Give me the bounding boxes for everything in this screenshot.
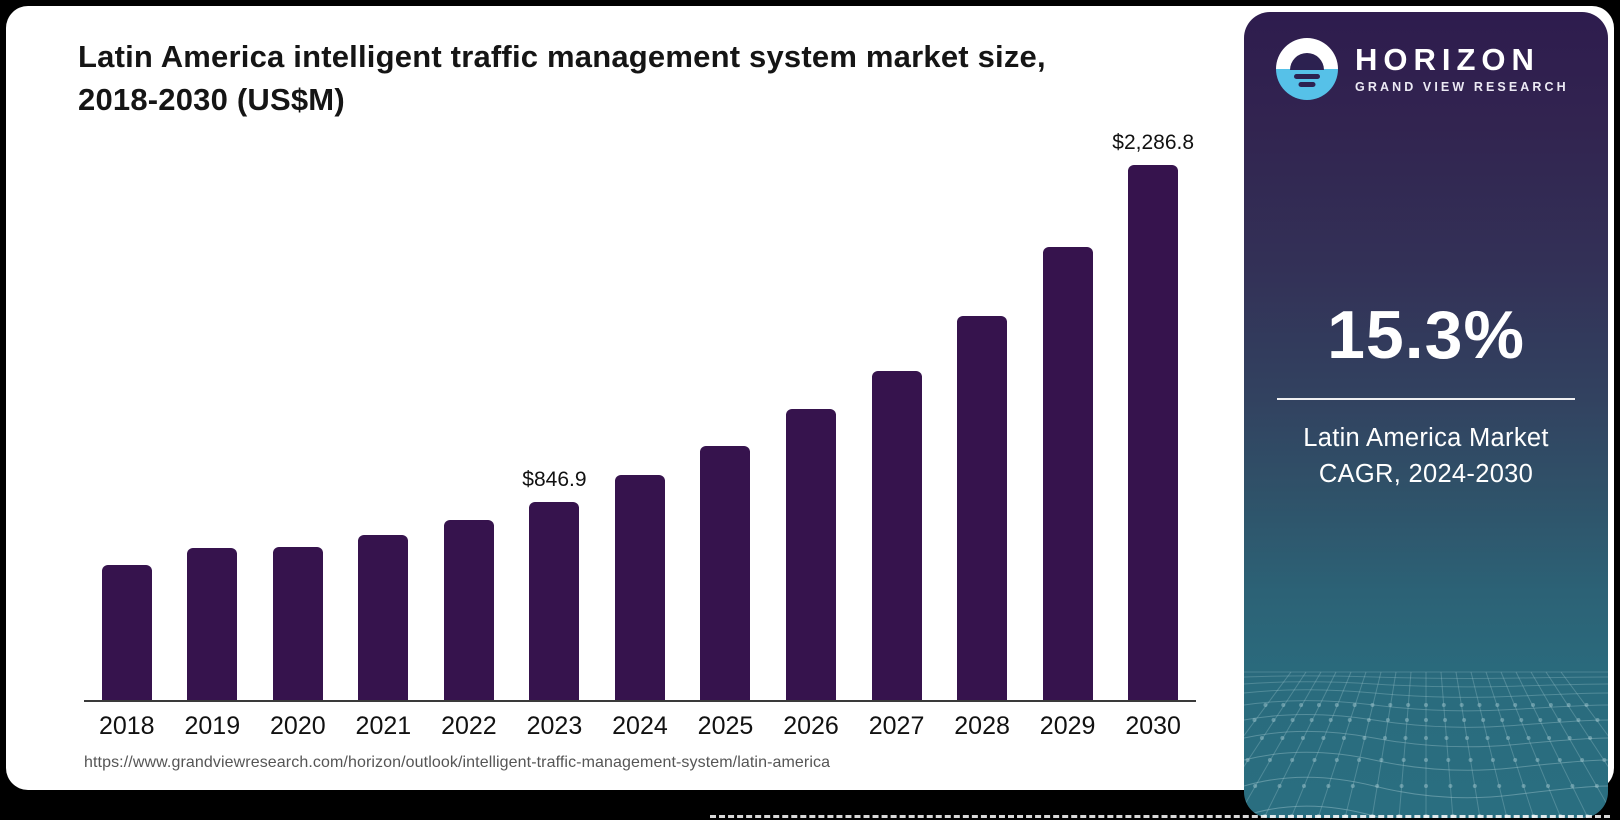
bar-2024 bbox=[614, 475, 665, 700]
bar-column bbox=[255, 165, 341, 700]
horizon-logo: HORIZON GRAND VIEW RESEARCH bbox=[1276, 38, 1608, 100]
bar-2020 bbox=[272, 547, 323, 700]
bar-2023 bbox=[529, 502, 580, 700]
logo-text: HORIZON GRAND VIEW RESEARCH bbox=[1355, 44, 1569, 94]
bar-chart: $846.9 $2,286.8 2018 2019 2020 2021 2022 2023 2… bbox=[84, 131, 1196, 740]
bar-column bbox=[597, 165, 683, 700]
x-axis-label: 2021 bbox=[355, 712, 412, 740]
x-axis-label: 2024 bbox=[612, 712, 668, 740]
bar-2030 bbox=[1128, 165, 1179, 700]
x-axis-labels: 2018 2019 2020 2021 2022 2023 2024 2025 2026 2027… bbox=[84, 712, 1196, 741]
x-axis-label: 2023 bbox=[526, 712, 583, 740]
bar-2028 bbox=[957, 316, 1008, 700]
bar-2022 bbox=[443, 520, 494, 700]
x-axis-label: 2020 bbox=[270, 712, 326, 740]
report-card: Latin America intelligent traffic manage… bbox=[6, 6, 1614, 818]
bar-column bbox=[768, 165, 854, 700]
source-url: https://www.grandviewresearch.com/horizo… bbox=[84, 754, 831, 771]
x-axis-line bbox=[84, 700, 1196, 702]
chart-title: Latin America intelligent traffic manage… bbox=[78, 39, 1046, 117]
cagr-divider bbox=[1277, 398, 1575, 400]
bar-column bbox=[683, 165, 769, 700]
cagr-label: Latin America Market CAGR, 2024-2030 bbox=[1244, 420, 1608, 492]
bar-column bbox=[84, 165, 170, 700]
bar-value-label: $846.9 bbox=[522, 468, 587, 491]
bar-column bbox=[341, 165, 427, 700]
x-axis-label: 2025 bbox=[697, 712, 754, 740]
sidebar: HORIZON GRAND VIEW RESEARCH 15.3% Latin … bbox=[1244, 12, 1608, 818]
bar-2025 bbox=[700, 446, 751, 700]
bottom-dashed-line bbox=[710, 815, 1610, 818]
bar-2026 bbox=[786, 409, 837, 700]
bar-2027 bbox=[871, 371, 922, 700]
x-axis-label: 2018 bbox=[98, 712, 155, 740]
x-axis-label: 2030 bbox=[1125, 712, 1181, 740]
cagr-label-line1: Latin America Market bbox=[1303, 424, 1549, 452]
chart-panel: Latin America intelligent traffic manage… bbox=[6, 6, 1256, 790]
x-axis-label: 2019 bbox=[184, 712, 241, 740]
x-axis-label: 2026 bbox=[783, 712, 839, 740]
x-axis-label: 2029 bbox=[1039, 712, 1096, 740]
bar-column bbox=[939, 165, 1025, 700]
cagr-block: 15.3% Latin America Market CAGR, 2024-20… bbox=[1244, 296, 1608, 492]
x-axis-label: 2028 bbox=[954, 712, 1010, 740]
logo-title: HORIZON bbox=[1355, 42, 1540, 77]
bar-column: $2,286.8 bbox=[1110, 131, 1196, 700]
bar-column: $846.9 bbox=[512, 165, 598, 700]
cagr-value: 15.3% bbox=[1327, 297, 1525, 373]
bar-2021 bbox=[358, 535, 409, 700]
cagr-label-line2: CAGR, 2024-2030 bbox=[1318, 460, 1534, 489]
bar-2019 bbox=[187, 548, 238, 700]
bar-column bbox=[854, 165, 940, 700]
bar-value-label: $2,286.8 bbox=[1112, 131, 1195, 154]
bar-series: $846.9 $2,286.8 bbox=[84, 131, 1196, 700]
bar-2018 bbox=[101, 565, 152, 700]
x-axis-label: 2022 bbox=[441, 712, 497, 740]
bar-2029 bbox=[1042, 247, 1093, 700]
logo-subtitle: GRAND VIEW RESEARCH bbox=[1355, 80, 1569, 94]
bar-column bbox=[1025, 165, 1111, 700]
wireframe-mesh-decoration bbox=[1244, 671, 1608, 818]
horizon-logo-icon bbox=[1276, 38, 1338, 100]
logo-sun-icon bbox=[1290, 53, 1324, 70]
bar-column bbox=[170, 165, 256, 700]
bar-column bbox=[426, 165, 512, 700]
x-axis-label: 2027 bbox=[868, 712, 925, 740]
